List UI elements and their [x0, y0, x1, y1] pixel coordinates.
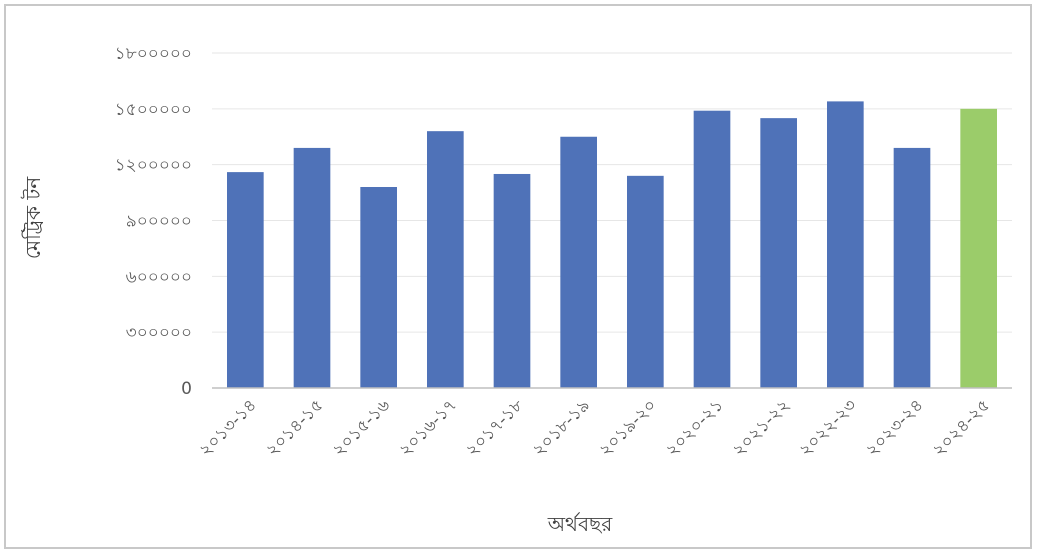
y-axis-title: মেট্রিক টন [21, 176, 45, 259]
x-tick-label: ২০১৫-১৬ [329, 395, 394, 460]
bar [960, 108, 997, 388]
bar [693, 110, 731, 388]
x-tick-label: ২০১৬-১৭ [396, 395, 461, 460]
x-tick-label: ২০১৭-১৮ [462, 395, 527, 460]
bar [560, 136, 597, 388]
x-tick-label: ২০২৩-২৪ [862, 395, 927, 460]
bar [827, 101, 864, 388]
y-tick-label: ১২০০০০০ [115, 156, 192, 176]
y-tick-label: ৩০০০০০ [126, 323, 192, 343]
y-tick-labels: 0 ৩০০০০০ ৬০০০০০ ৯০০০০০ ১২০০০০০ ১৫০০০০০ ১৮০০০০০ [115, 44, 192, 399]
y-tick-label: ১৫০০০০০ [115, 100, 192, 120]
bars [227, 101, 997, 388]
bar [293, 147, 331, 388]
bar [893, 147, 931, 388]
x-tick-label: ২০১৯-২০ [596, 395, 661, 460]
bar [427, 131, 464, 388]
x-axis-title: অর্থবছর [547, 512, 614, 536]
gridlines [212, 52, 1012, 333]
x-tick-label: ২০১৩-১৪ [196, 395, 261, 460]
x-tick-label: ২০১৪-১৫ [262, 395, 327, 460]
x-tick-label: ২০২৪-২৫ [929, 395, 994, 460]
bar [627, 175, 664, 388]
bar [760, 118, 797, 388]
y-tick-label: 0 [181, 379, 192, 399]
x-tick-label: ২০২০-২১ [662, 395, 727, 460]
y-tick-label: ১৮০০০০০ [115, 44, 192, 64]
bar [493, 173, 531, 388]
bar [360, 187, 397, 388]
x-tick-label: ২০২১-২২ [729, 395, 794, 460]
x-tick-labels: ২০১৩-১৪ ২০১৪-১৫ ২০১৫-১৬ ২০১৬-১৭ ২০১৭-১৮ ২০১৮-… [196, 395, 995, 460]
bar [227, 172, 264, 388]
x-tick-label: ২০১৮-১৯ [529, 395, 594, 460]
y-tick-label: ৯০০০০০ [126, 212, 192, 232]
y-tick-label: ৬০০০০০ [126, 267, 192, 287]
x-tick-label: ২০২২-২৩ [795, 395, 860, 460]
